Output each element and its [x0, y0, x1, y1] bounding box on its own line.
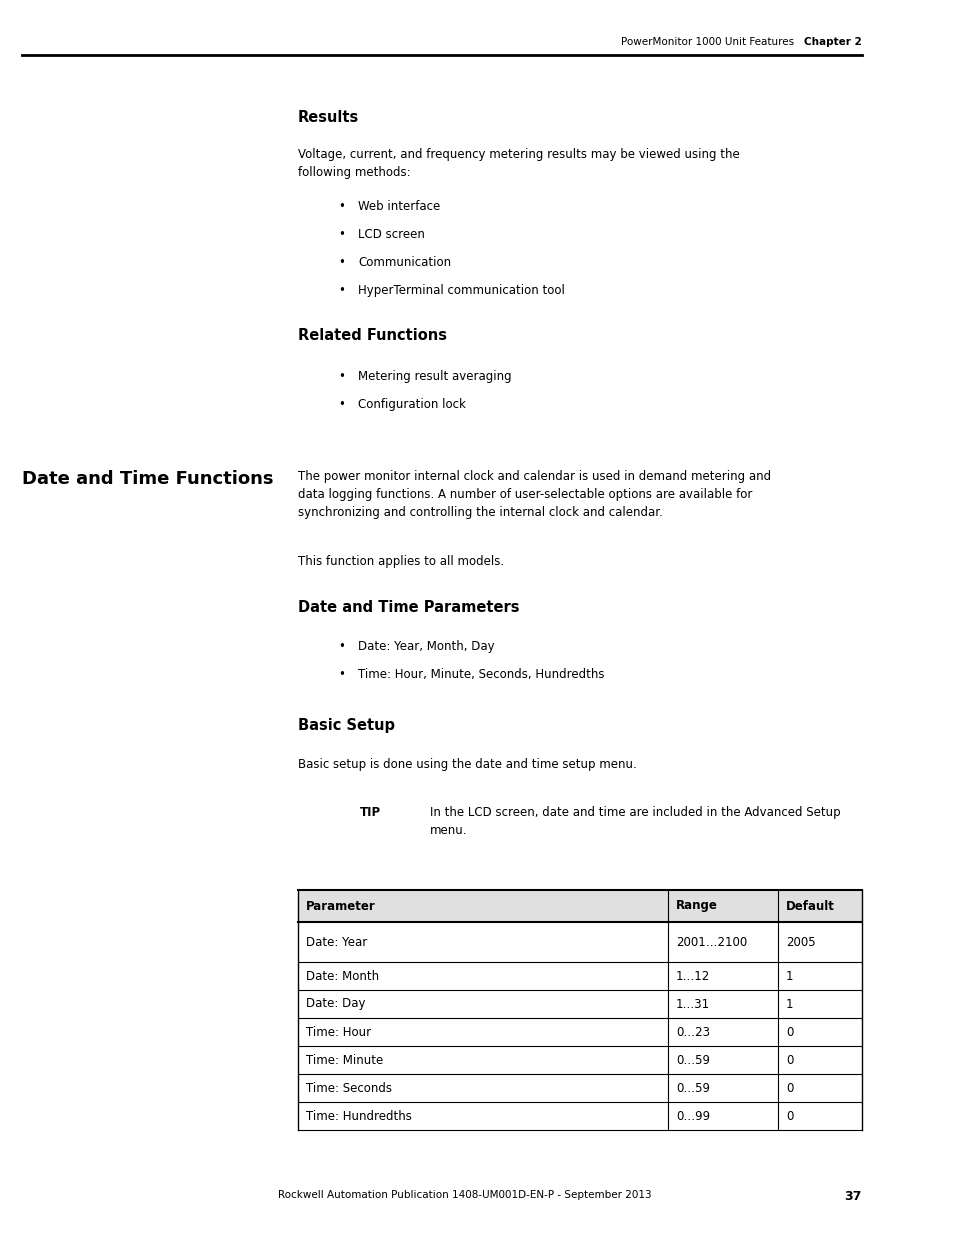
Text: Metering result averaging: Metering result averaging [357, 370, 511, 383]
Text: The power monitor internal clock and calendar is used in demand metering and
dat: The power monitor internal clock and cal… [297, 471, 770, 519]
Text: 1: 1 [785, 969, 793, 983]
Text: Range: Range [676, 899, 717, 913]
Text: TIP: TIP [359, 806, 381, 819]
Text: Chapter 2: Chapter 2 [803, 37, 862, 47]
Text: 1: 1 [785, 998, 793, 1010]
Text: 0: 0 [785, 1025, 793, 1039]
Text: •: • [337, 284, 345, 296]
Text: Time: Hour: Time: Hour [306, 1025, 371, 1039]
Text: Time: Minute: Time: Minute [306, 1053, 383, 1067]
Text: 1…31: 1…31 [676, 998, 709, 1010]
Text: Date: Year, Month, Day: Date: Year, Month, Day [357, 640, 494, 653]
Text: Basic setup is done using the date and time setup menu.: Basic setup is done using the date and t… [297, 758, 636, 771]
Text: •: • [337, 256, 345, 269]
Text: Parameter: Parameter [306, 899, 375, 913]
Text: Results: Results [297, 110, 359, 125]
Text: 0: 0 [785, 1082, 793, 1094]
Text: 0…59: 0…59 [676, 1082, 709, 1094]
Text: 0…23: 0…23 [676, 1025, 709, 1039]
Text: Basic Setup: Basic Setup [297, 718, 395, 734]
Text: 2005: 2005 [785, 935, 815, 948]
Text: Date: Year: Date: Year [306, 935, 367, 948]
Text: Time: Hour, Minute, Seconds, Hundredths: Time: Hour, Minute, Seconds, Hundredths [357, 668, 604, 680]
Text: Configuration lock: Configuration lock [357, 398, 465, 411]
Text: 0…59: 0…59 [676, 1053, 709, 1067]
Text: Time: Hundredths: Time: Hundredths [306, 1109, 412, 1123]
Text: Time: Seconds: Time: Seconds [306, 1082, 392, 1094]
Text: 37: 37 [843, 1191, 862, 1203]
Text: •: • [337, 668, 345, 680]
Text: •: • [337, 200, 345, 212]
Text: 0: 0 [785, 1109, 793, 1123]
Text: Date and Time Functions: Date and Time Functions [22, 471, 274, 488]
Text: Communication: Communication [357, 256, 451, 269]
Text: In the LCD screen, date and time are included in the Advanced Setup
menu.: In the LCD screen, date and time are inc… [430, 806, 840, 837]
Text: 0: 0 [785, 1053, 793, 1067]
Text: Date: Month: Date: Month [306, 969, 378, 983]
Text: LCD screen: LCD screen [357, 228, 424, 241]
Text: Date and Time Parameters: Date and Time Parameters [297, 600, 519, 615]
Text: PowerMonitor 1000 Unit Features: PowerMonitor 1000 Unit Features [620, 37, 793, 47]
Text: •: • [337, 398, 345, 411]
Text: Rockwell Automation Publication 1408-UM001D-EN-P - September 2013: Rockwell Automation Publication 1408-UM0… [277, 1191, 651, 1200]
Bar [297, 890, 862, 923]
Text: Date: Day: Date: Day [306, 998, 365, 1010]
Text: 0…99: 0…99 [676, 1109, 709, 1123]
Text: 2001…2100: 2001…2100 [676, 935, 746, 948]
Text: •: • [337, 228, 345, 241]
Text: Web interface: Web interface [357, 200, 439, 212]
Text: 1…12: 1…12 [676, 969, 709, 983]
Text: •: • [337, 640, 345, 653]
Text: •: • [337, 370, 345, 383]
Text: Default: Default [785, 899, 834, 913]
Text: Related Functions: Related Functions [297, 329, 447, 343]
Text: This function applies to all models.: This function applies to all models. [297, 555, 503, 568]
Text: Voltage, current, and frequency metering results may be viewed using the
followi: Voltage, current, and frequency metering… [297, 148, 739, 179]
Text: HyperTerminal communication tool: HyperTerminal communication tool [357, 284, 564, 296]
